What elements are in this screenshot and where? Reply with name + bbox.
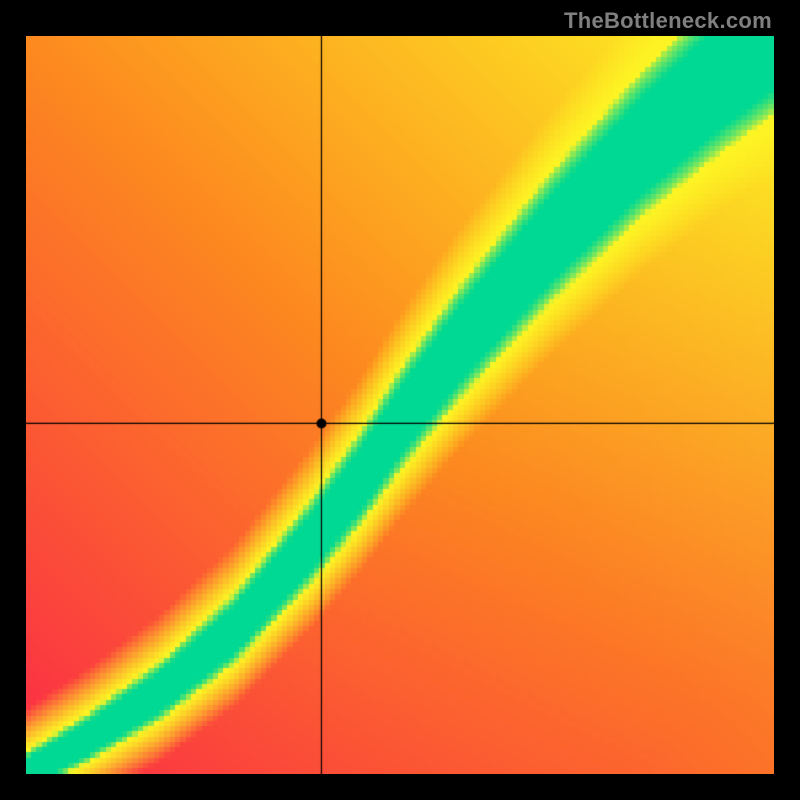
chart-container: TheBottleneck.com (0, 0, 800, 800)
watermark-text: TheBottleneck.com (564, 8, 772, 34)
plot-area (26, 36, 774, 774)
heatmap-canvas (26, 36, 774, 774)
